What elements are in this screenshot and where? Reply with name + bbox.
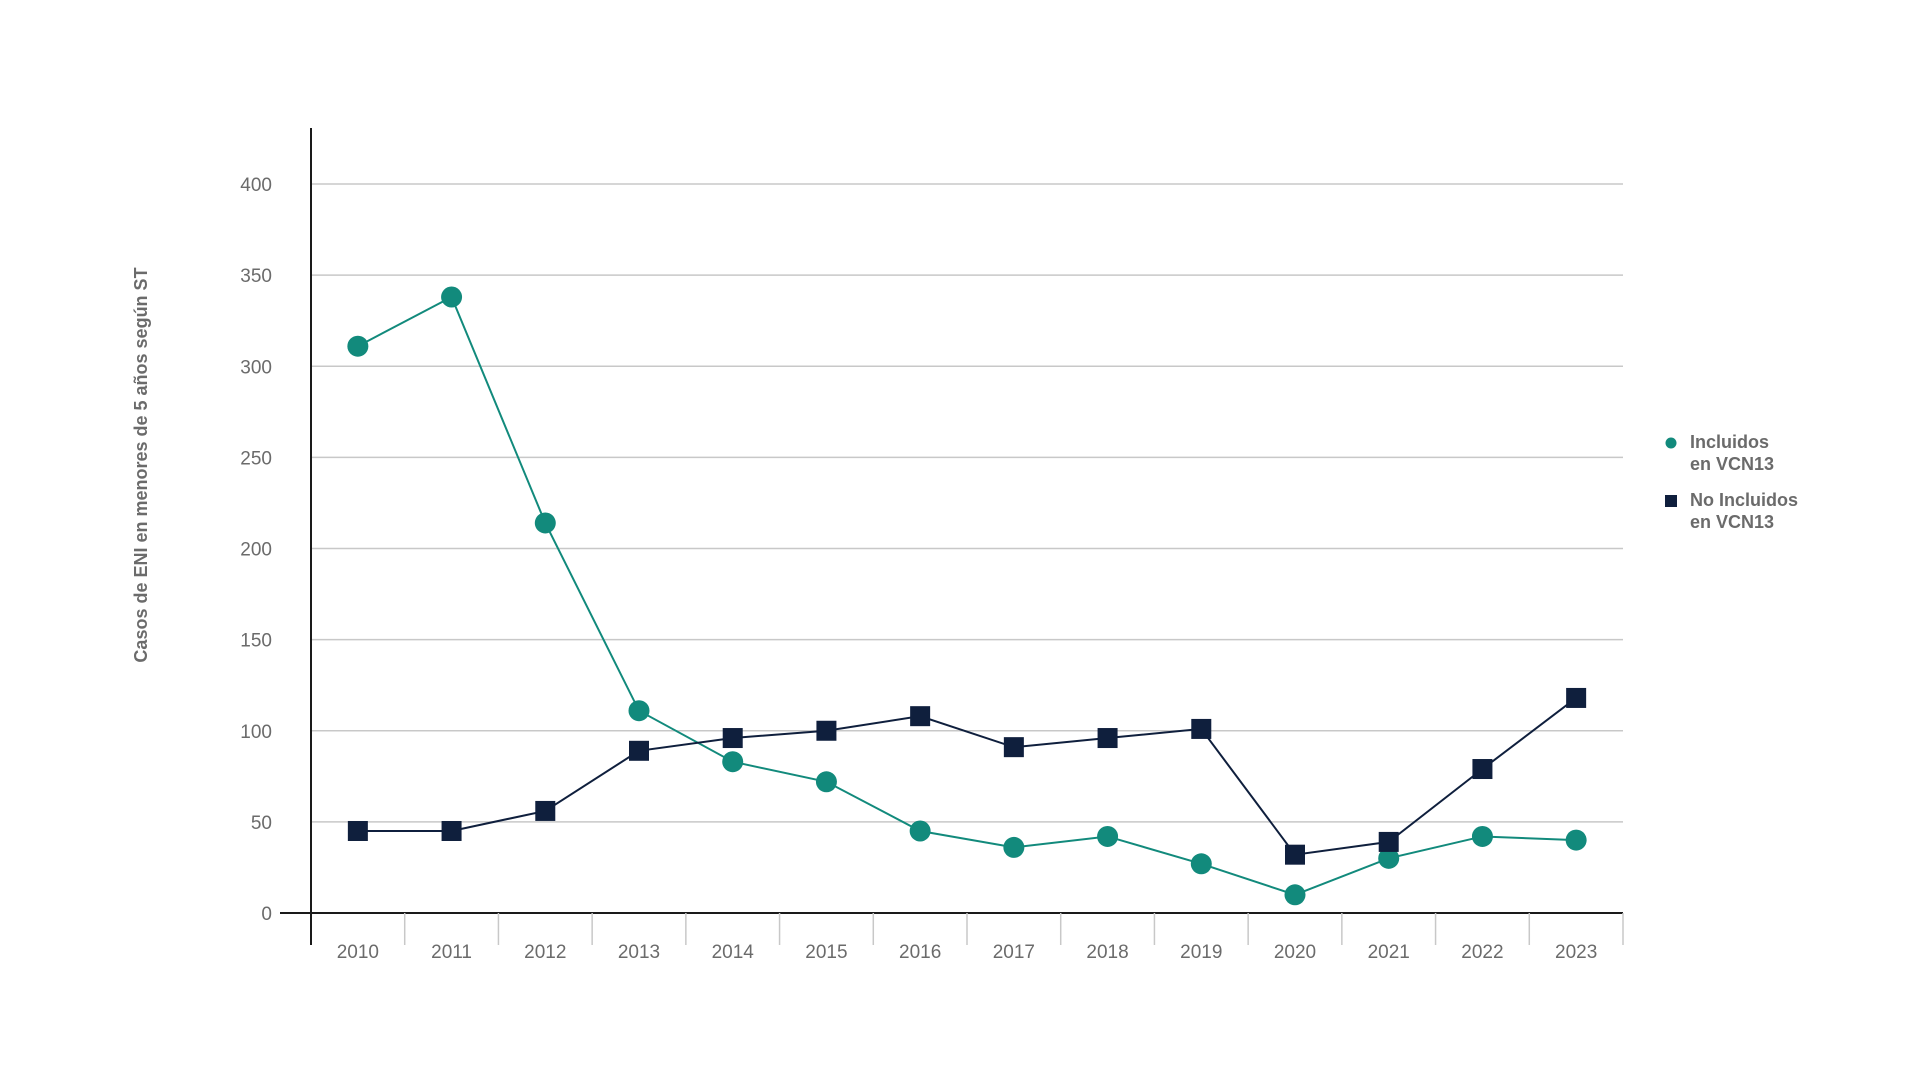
data-point xyxy=(1003,836,1025,858)
y-tick-label: 350 xyxy=(240,266,272,287)
x-tick-label: 2020 xyxy=(1274,942,1316,963)
legend-circle-icon xyxy=(1665,437,1677,449)
series-1 xyxy=(347,687,1587,865)
data-point xyxy=(535,800,556,821)
series-line xyxy=(357,697,1577,856)
x-tick-label: 2023 xyxy=(1555,942,1597,963)
x-tick-label: 2011 xyxy=(431,942,472,963)
data-point xyxy=(534,512,556,534)
series-layer xyxy=(347,286,1587,906)
data-point xyxy=(1472,759,1493,780)
data-point xyxy=(909,820,931,842)
data-point xyxy=(1284,884,1306,906)
y-tick-labels: 0 50 100 150 200 250 300 350 400 xyxy=(240,175,272,925)
data-point xyxy=(910,706,931,727)
data-point xyxy=(441,820,462,841)
x-tick-label: 2010 xyxy=(337,942,379,963)
y-tick-label: 250 xyxy=(240,448,272,469)
data-point xyxy=(1471,825,1493,847)
data-point xyxy=(347,820,368,841)
legend-label-incluidos: Incluidos en VCN13 xyxy=(1690,432,1775,474)
data-point xyxy=(1378,831,1399,852)
series-line xyxy=(357,295,1577,896)
x-tick-label: 2018 xyxy=(1086,942,1128,963)
x-tick-label: 2012 xyxy=(524,942,566,963)
x-tick-label: 2015 xyxy=(805,942,847,963)
data-point xyxy=(1565,829,1587,851)
y-tick-label: 400 xyxy=(240,175,272,196)
data-point xyxy=(816,720,837,741)
grid-lines xyxy=(311,183,1623,823)
x-tick-label: 2017 xyxy=(993,942,1035,963)
x-tick-label: 2014 xyxy=(712,942,755,963)
data-point xyxy=(722,751,744,773)
x-tick-label: 2021 xyxy=(1368,942,1410,963)
legend: Incluidos en VCN13 No Incluidos en VCN13 xyxy=(1664,431,1850,547)
data-point xyxy=(815,771,837,793)
y-tick-label: 150 xyxy=(240,631,272,652)
x-tick-label: 2022 xyxy=(1461,942,1503,963)
data-point xyxy=(629,740,649,761)
data-point xyxy=(1190,853,1212,875)
x-tick-label: 2016 xyxy=(899,942,941,963)
legend-item-no-incluidos: No Incluidos en VCN13 xyxy=(1664,489,1850,533)
series-0 xyxy=(347,286,1587,906)
data-point xyxy=(1003,737,1024,758)
data-point xyxy=(1566,687,1587,708)
legend-item-incluidos: Incluidos en VCN13 xyxy=(1664,431,1850,475)
data-point xyxy=(722,728,743,749)
x-axis: 2010 2011 2012 2013 2014 2015 2016 2017 2018 2019… xyxy=(280,128,1624,963)
x-tick-label: 2019 xyxy=(1180,942,1222,963)
x-tick-label: 2013 xyxy=(618,942,660,963)
data-point xyxy=(1191,718,1212,739)
data-point xyxy=(441,286,463,308)
data-point xyxy=(347,335,369,357)
data-point xyxy=(1097,728,1118,749)
y-tick-label: 300 xyxy=(240,357,272,378)
data-point xyxy=(1097,825,1119,847)
data-point xyxy=(1378,847,1400,869)
legend-label-no-incluidos: No Incluidos en VCN13 xyxy=(1690,490,1798,532)
y-tick-label: 100 xyxy=(240,722,272,743)
y-axis-label: Casos de ENI en menores de 5 años según … xyxy=(131,267,151,662)
y-tick-label: 50 xyxy=(251,813,272,834)
y-tick-label: 200 xyxy=(240,540,272,561)
data-point xyxy=(1285,844,1305,865)
y-tick-label: 0 xyxy=(261,904,272,925)
data-point xyxy=(628,700,650,722)
legend-square-icon xyxy=(1665,495,1677,507)
